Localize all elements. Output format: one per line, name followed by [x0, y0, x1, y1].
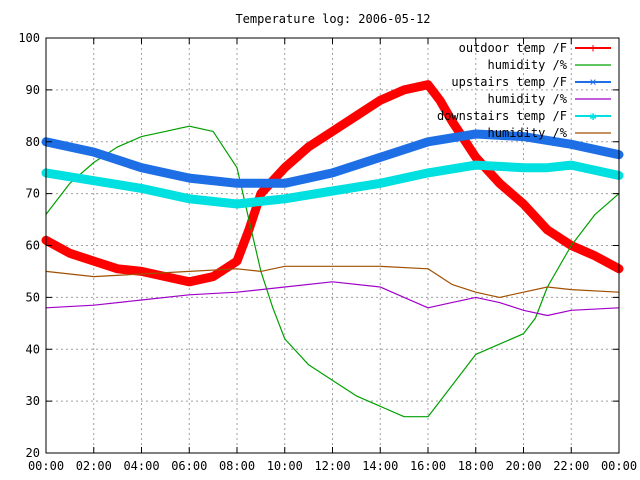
series-point [163, 274, 168, 279]
x-tick-label: 10:00 [267, 459, 303, 473]
series-point [115, 266, 120, 272]
series-point [569, 162, 574, 168]
x-tick-label: 18:00 [458, 459, 494, 473]
series-point [497, 181, 502, 186]
series-point [425, 82, 431, 87]
series-point [67, 251, 73, 256]
legend-marker: + [589, 41, 596, 55]
x-tick-label: 00:00 [28, 459, 64, 473]
y-tick-label: 80 [26, 135, 40, 149]
series-point [282, 181, 287, 186]
x-tick-label: 20:00 [505, 459, 541, 473]
series-point [330, 188, 335, 194]
y-tick-label: 100 [18, 31, 40, 45]
series-point [234, 258, 240, 264]
series-point [139, 269, 144, 274]
series-line-4 [41, 160, 624, 209]
series-point [246, 227, 252, 233]
x-tick-label: 12:00 [314, 459, 350, 473]
series-point [258, 191, 264, 196]
series-point [378, 181, 383, 186]
series-point [91, 149, 96, 155]
series-point [425, 139, 431, 144]
series-point [473, 131, 478, 137]
y-tick-label: 60 [26, 239, 40, 253]
y-tick-label: 50 [26, 290, 40, 304]
series-point [354, 113, 359, 119]
series-point [592, 253, 598, 259]
series-point [91, 178, 96, 183]
series-point [521, 165, 526, 170]
series-point [234, 201, 240, 207]
legend-label: humidity /% [488, 58, 568, 72]
series-point [425, 170, 431, 176]
series-point [282, 165, 287, 170]
legend-marker: × [589, 75, 596, 89]
x-tick-label: 02:00 [76, 459, 112, 473]
y-tick-label: 40 [26, 342, 40, 356]
series-point [473, 155, 478, 160]
legend-marker: ✱ [589, 109, 596, 123]
series-point [210, 274, 216, 279]
y-tick-label: 90 [26, 83, 40, 97]
series-point [282, 196, 287, 202]
series-point [378, 98, 383, 103]
legend-label: humidity /% [488, 92, 568, 106]
series-point [91, 258, 96, 264]
series-line-5 [45, 265, 620, 298]
series-point [234, 181, 240, 186]
series-point [187, 175, 192, 181]
y-tick-label: 20 [26, 446, 40, 460]
x-tick-label: 22:00 [553, 459, 589, 473]
legend-label: humidity /% [488, 126, 568, 140]
x-tick-label: 00:00 [601, 459, 637, 473]
y-tick-label: 30 [26, 394, 40, 408]
y-tick-label: 70 [26, 187, 40, 201]
legend-label: upstairs temp /F [451, 75, 567, 89]
series-point [378, 155, 383, 160]
series-point [187, 279, 192, 285]
series-point [545, 227, 550, 233]
series-line-1 [45, 125, 620, 418]
series-point [437, 98, 443, 103]
x-tick-label: 04:00 [123, 459, 159, 473]
x-tick-label: 06:00 [171, 459, 207, 473]
series-point [521, 134, 526, 139]
x-tick-label: 16:00 [410, 459, 446, 473]
series-point [473, 162, 478, 168]
series-point [449, 118, 455, 124]
chart-title: Temperature log: 2006-05-12 [235, 12, 430, 26]
legend-label: outdoor temp /F [459, 41, 567, 55]
series-point [521, 201, 526, 207]
series-point [569, 142, 574, 147]
legend: outdoor temp /F + humidity /% upstairs temp… [437, 41, 611, 140]
series-point [330, 129, 335, 134]
series-point [306, 144, 311, 150]
series-point [330, 170, 335, 176]
series-point [545, 165, 550, 170]
axes: 20 30 40 50 60 70 80 90 100 00:00 02:00 04:00 06:00 0… [18, 31, 637, 473]
series-point [139, 186, 144, 191]
x-tick-label: 08:00 [219, 459, 255, 473]
series-point [401, 87, 407, 93]
series-point [139, 165, 144, 170]
legend-label: downstairs temp /F [437, 109, 567, 123]
series-point [187, 196, 192, 202]
series-line-3 [45, 281, 620, 317]
x-tick-label: 14:00 [362, 459, 398, 473]
series-group [41, 80, 624, 418]
